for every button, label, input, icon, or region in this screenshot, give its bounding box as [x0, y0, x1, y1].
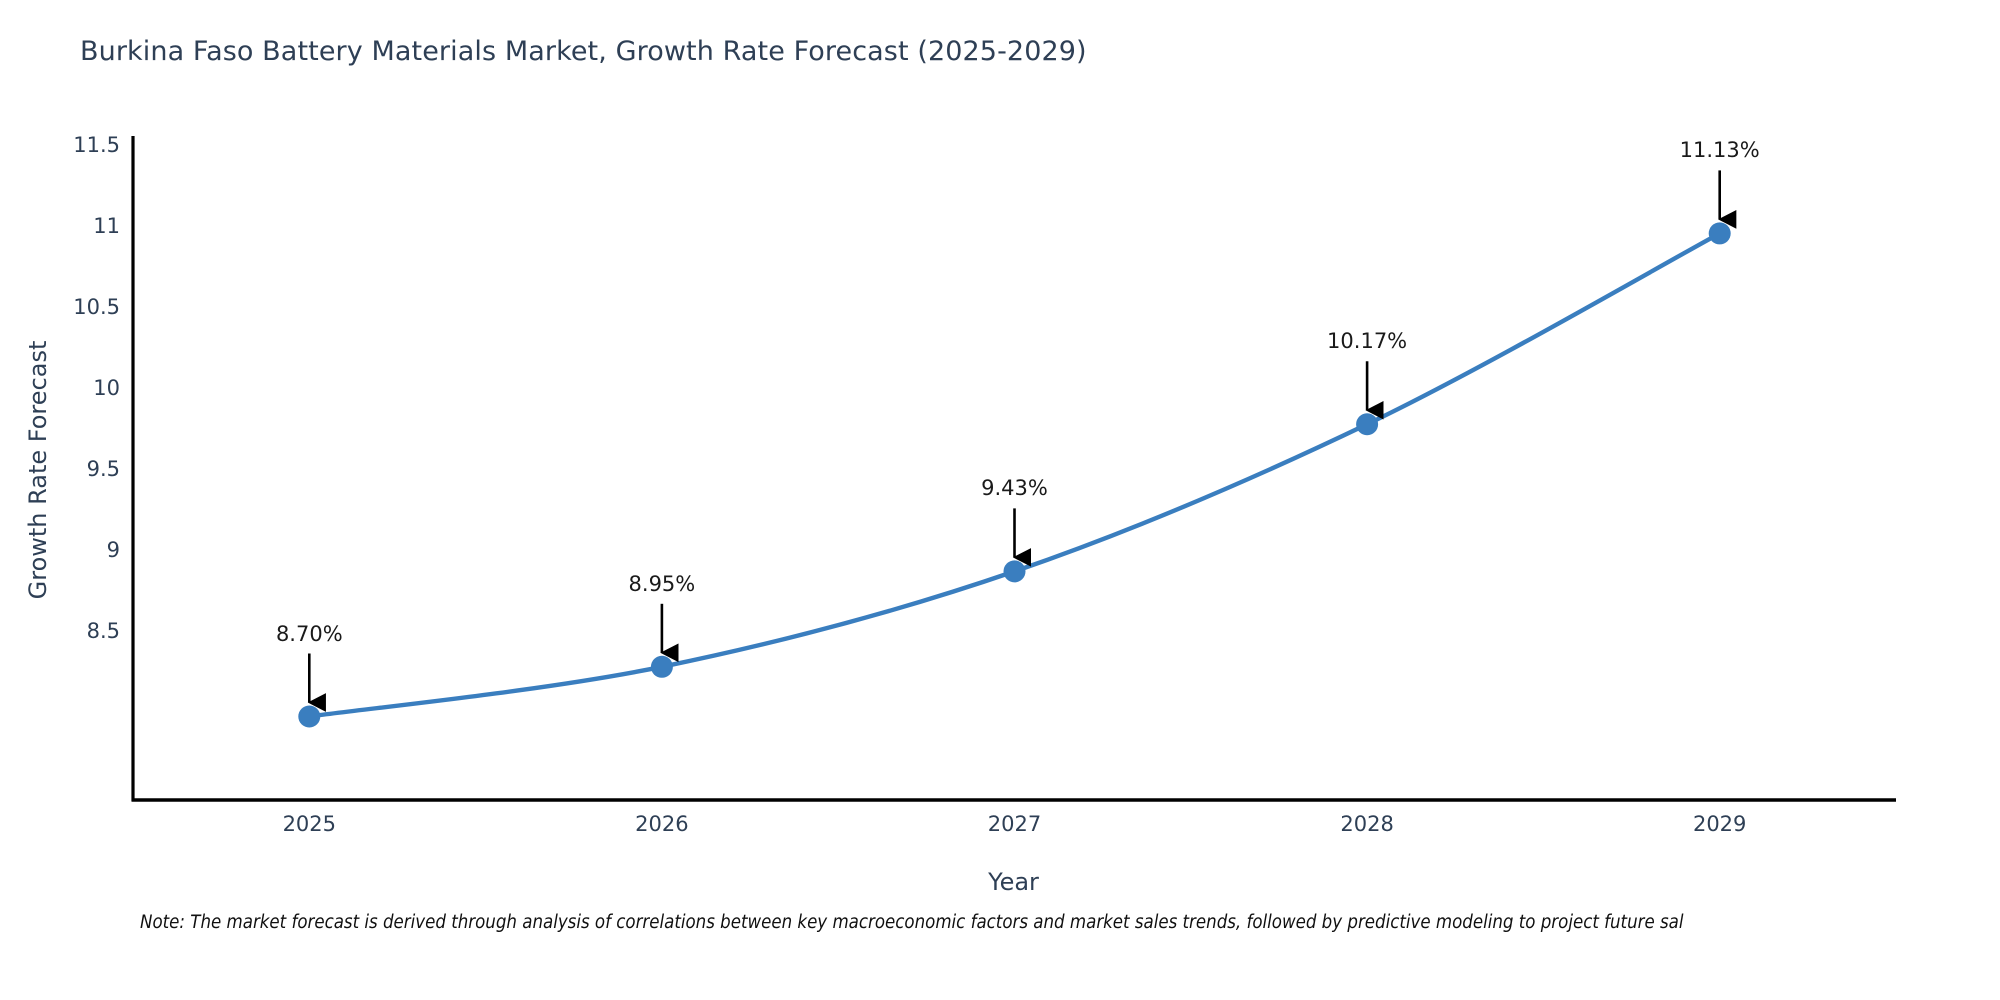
chart-footnote: Note: The market forecast is derived thr… — [140, 912, 1684, 933]
y-tick-label: 11 — [93, 214, 120, 238]
y-tick-label: 9 — [106, 538, 120, 562]
data-point-marker[interactable] — [298, 705, 321, 728]
data-point-marker[interactable] — [1356, 413, 1379, 436]
x-tick-label: 2029 — [1692, 812, 1747, 836]
x-tick-label: 2027 — [987, 812, 1042, 836]
y-axis-tick-labels: 11.5 11 10.5 10 9.5 9 8.5 — [10, 0, 120, 1000]
data-point-marker[interactable] — [650, 655, 673, 678]
y-tick-label: 9.5 — [86, 457, 120, 481]
annotation-arrows — [307, 170, 1737, 712]
data-line-series — [307, 231, 1722, 719]
x-tick-label: 2028 — [1340, 812, 1394, 836]
data-point-marker[interactable] — [1003, 560, 1026, 583]
y-tick-label: 10.5 — [73, 295, 120, 319]
chart-title: Burkina Faso Battery Materials Market, G… — [80, 36, 1087, 67]
y-tick-label: 8.5 — [86, 619, 120, 643]
data-point-label: 10.17% — [1327, 329, 1408, 354]
y-tick-label: 11.5 — [73, 133, 120, 157]
x-tick-label: 2025 — [282, 812, 337, 836]
data-point-label: 11.13% — [1679, 138, 1760, 163]
data-point-markers — [298, 222, 1731, 728]
data-point-label: 9.43% — [981, 476, 1048, 501]
data-point-label: 8.70% — [275, 621, 343, 646]
x-axis-title: Year — [988, 868, 1039, 896]
y-tick-label: 10 — [93, 376, 120, 400]
x-tick-label: 2026 — [635, 812, 689, 836]
data-point-label: 8.95% — [628, 571, 696, 596]
data-point-marker[interactable] — [1708, 222, 1731, 245]
